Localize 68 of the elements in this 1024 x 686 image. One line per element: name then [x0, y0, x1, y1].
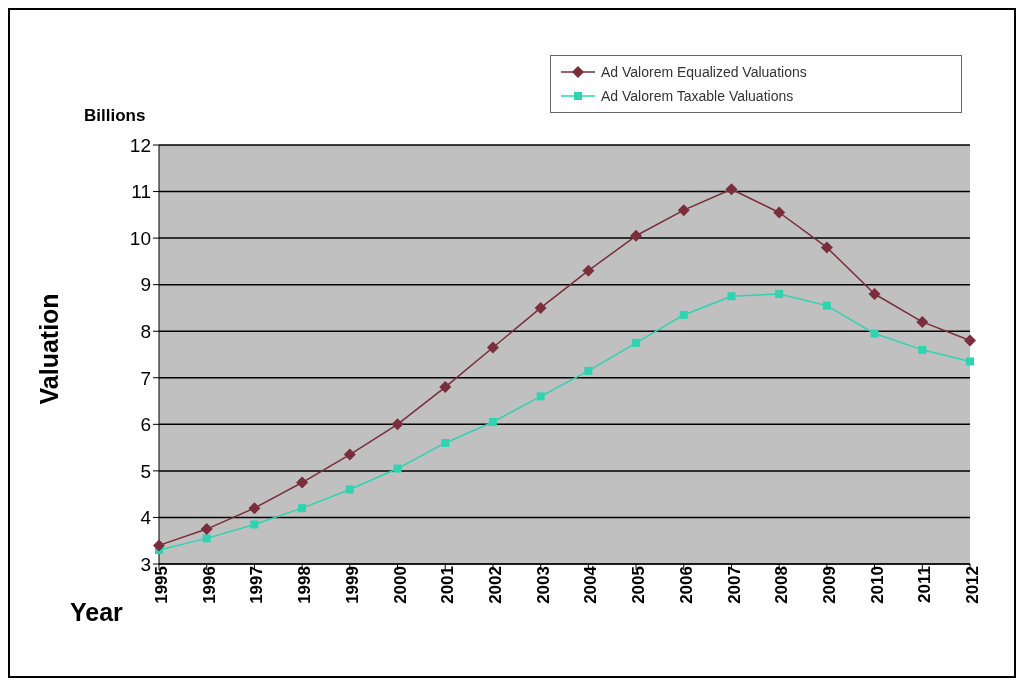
- y-tick-label: 7: [140, 367, 151, 389]
- point: [773, 206, 786, 219]
- x-tick-label: 2007: [724, 566, 744, 604]
- point: [870, 329, 879, 338]
- point: [679, 310, 688, 319]
- y-tick-label: 4: [140, 507, 152, 529]
- x-tick-label: 2006: [676, 566, 696, 604]
- text: Billions: [84, 106, 146, 126]
- point: [393, 464, 402, 473]
- point: [630, 229, 643, 242]
- point: [298, 504, 307, 513]
- x-tick-label: 1998: [295, 566, 315, 604]
- legend-label: Ad Valorem Taxable Valuations: [601, 87, 794, 106]
- x-tick-label: 2002: [486, 566, 506, 604]
- y-tick-label: 5: [140, 460, 151, 482]
- point: [250, 520, 259, 529]
- point: [343, 448, 356, 461]
- point: [200, 523, 213, 536]
- point: [391, 418, 404, 431]
- point: [966, 357, 974, 366]
- x-tick-label: 1999: [342, 566, 362, 604]
- point: [536, 392, 545, 401]
- x-tick-label: 1995: [152, 566, 172, 604]
- x-tick-label: 2008: [772, 566, 792, 604]
- legend-label: Ad Valorem Equalized Valuations: [601, 63, 807, 82]
- x-tick-label: 2010: [867, 566, 887, 604]
- point: [822, 301, 831, 310]
- x-tick-label: 2005: [629, 566, 649, 604]
- x-tick-label: 1997: [247, 566, 267, 604]
- point: [488, 418, 497, 427]
- point: [439, 381, 452, 394]
- point: [202, 534, 211, 543]
- x-tick-label: 2012: [963, 566, 983, 604]
- point: [441, 438, 450, 447]
- point: [584, 366, 593, 375]
- y-tick-label: 6: [140, 414, 151, 436]
- x-tick-label: 2000: [390, 566, 410, 604]
- y-tick-label: 11: [131, 181, 151, 203]
- point: [534, 301, 547, 314]
- point: [248, 502, 261, 515]
- point: [677, 204, 690, 217]
- point: [153, 539, 165, 552]
- x-tick-label: 2009: [819, 566, 839, 604]
- point: [632, 338, 641, 347]
- y-tick-label: 10: [129, 227, 151, 249]
- point: [486, 341, 499, 354]
- point: [296, 476, 309, 489]
- y-tick-label: 9: [140, 274, 151, 296]
- point: [916, 315, 929, 328]
- point: [820, 241, 833, 254]
- point: [725, 183, 738, 196]
- y-tick-label: 12: [129, 134, 151, 156]
- x-tick-label: 2001: [438, 566, 458, 604]
- y-axis-title: Valuation: [34, 293, 63, 405]
- point: [775, 289, 784, 298]
- x-tick-label: 2011: [915, 566, 935, 603]
- point: [868, 287, 881, 300]
- x-axis-title: Year: [70, 598, 123, 627]
- x-tick-label: 1996: [199, 566, 219, 604]
- point: [582, 264, 595, 277]
- x-tick-label: 2003: [533, 566, 553, 604]
- y-tick-label: 8: [140, 320, 151, 342]
- point: [964, 334, 976, 347]
- y-tick-label: 3: [140, 553, 151, 575]
- x-tick-label: 2004: [581, 565, 601, 604]
- point: [345, 485, 354, 494]
- point: [727, 292, 736, 301]
- point: [918, 345, 927, 354]
